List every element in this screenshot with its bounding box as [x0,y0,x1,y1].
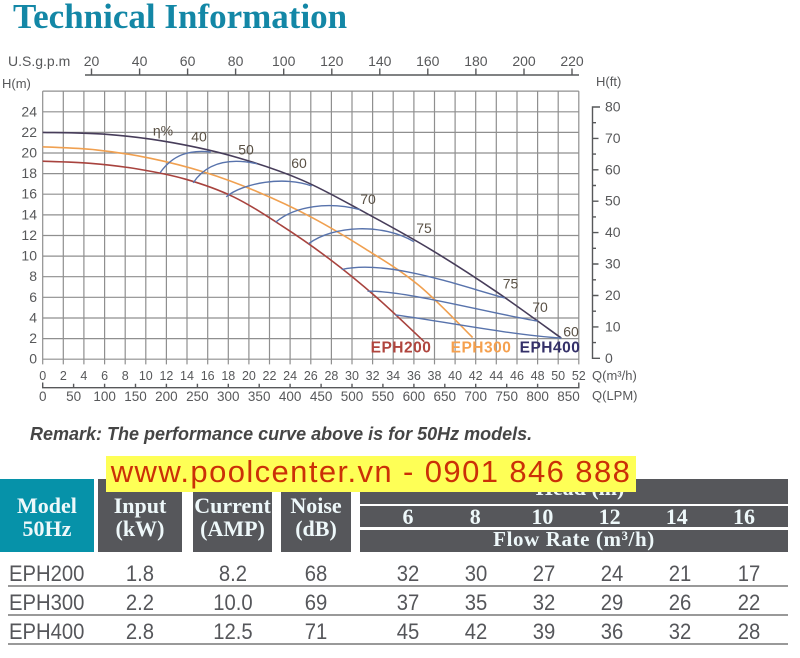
svg-text:120: 120 [320,53,344,69]
svg-text:70: 70 [360,191,376,207]
svg-text:2: 2 [60,369,67,383]
svg-text:20: 20 [84,53,100,69]
svg-text:10: 10 [21,248,37,264]
svg-text:12: 12 [21,227,37,243]
svg-text:250: 250 [186,389,209,404]
svg-text:38: 38 [428,369,442,383]
svg-text:28: 28 [324,369,338,383]
svg-text:600: 600 [403,389,426,404]
svg-text:50: 50 [66,389,81,404]
svg-text:850: 850 [557,389,580,404]
svg-text:150: 150 [124,389,147,404]
svg-text:80: 80 [605,99,621,115]
svg-text:2: 2 [29,330,37,346]
svg-text:100: 100 [272,53,296,69]
svg-text:44: 44 [489,369,503,383]
svg-text:500: 500 [341,389,364,404]
svg-text:18: 18 [21,165,37,181]
svg-text:700: 700 [464,389,487,404]
svg-text:U.S.g.p.m: U.S.g.p.m [8,53,70,69]
svg-text:36: 36 [407,369,421,383]
svg-text:140: 140 [368,53,392,69]
svg-text:750: 750 [495,389,518,404]
svg-text:6: 6 [101,369,108,383]
svg-text:20: 20 [605,287,621,303]
svg-text:22: 22 [263,369,277,383]
svg-text:24: 24 [21,103,37,119]
svg-text:0: 0 [39,369,46,383]
svg-text:200: 200 [512,53,536,69]
svg-text:220: 220 [560,53,584,69]
svg-text:40: 40 [448,369,462,383]
svg-text:16: 16 [201,369,215,383]
svg-text:η%: η% [153,123,173,139]
svg-text:12: 12 [159,369,173,383]
svg-text:50: 50 [551,369,565,383]
svg-text:60: 60 [605,161,621,177]
svg-text:H(ft): H(ft) [596,74,621,89]
svg-text:200: 200 [155,389,178,404]
svg-text:26: 26 [304,369,318,383]
svg-text:800: 800 [526,389,549,404]
svg-text:100: 100 [93,389,116,404]
svg-text:20: 20 [242,369,256,383]
svg-text:18: 18 [221,369,235,383]
svg-text:10: 10 [605,318,621,334]
svg-text:350: 350 [248,389,271,404]
svg-text:40: 40 [132,53,148,69]
svg-text:8: 8 [29,268,37,284]
svg-text:160: 160 [416,53,440,69]
svg-text:75: 75 [503,276,519,292]
svg-text:14: 14 [21,206,37,222]
svg-text:450: 450 [310,389,333,404]
svg-text:34: 34 [386,369,400,383]
svg-text:0: 0 [29,351,37,367]
svg-text:Q(m³/h): Q(m³/h) [592,368,637,383]
svg-text:40: 40 [605,224,621,240]
svg-text:60: 60 [180,53,196,69]
svg-text:0: 0 [39,389,47,404]
svg-text:75: 75 [416,220,432,236]
svg-text:50: 50 [238,142,254,158]
svg-text:0: 0 [605,350,613,366]
svg-text:20: 20 [21,145,37,161]
svg-text:H(m): H(m) [2,76,31,91]
svg-text:14: 14 [180,369,194,383]
svg-text:22: 22 [21,124,37,140]
svg-text:42: 42 [469,369,483,383]
svg-text:180: 180 [464,53,488,69]
svg-text:60: 60 [563,324,579,340]
svg-text:16: 16 [21,186,37,202]
svg-text:300: 300 [217,389,240,404]
svg-text:550: 550 [372,389,395,404]
svg-text:60: 60 [291,155,307,171]
svg-text:30: 30 [345,369,359,383]
svg-text:40: 40 [191,129,207,145]
svg-text:70: 70 [532,299,548,315]
svg-text:70: 70 [605,130,621,146]
svg-text:46: 46 [510,369,524,383]
svg-text:10: 10 [139,369,153,383]
svg-text:650: 650 [434,389,457,404]
svg-text:6: 6 [29,289,37,305]
svg-text:4: 4 [80,369,87,383]
svg-text:400: 400 [279,389,302,404]
svg-text:50: 50 [605,193,621,209]
svg-text:EPH300: EPH300 [451,340,512,357]
svg-text:32: 32 [366,369,380,383]
svg-text:4: 4 [29,310,37,326]
svg-text:52: 52 [572,369,586,383]
svg-text:8: 8 [122,369,129,383]
svg-text:Q(LPM): Q(LPM) [592,388,638,403]
svg-text:30: 30 [605,256,621,272]
svg-text:24: 24 [283,369,297,383]
svg-text:EPH400: EPH400 [520,340,581,357]
svg-text:48: 48 [531,369,545,383]
svg-text:80: 80 [228,53,244,69]
svg-text:EPH200: EPH200 [371,340,432,357]
